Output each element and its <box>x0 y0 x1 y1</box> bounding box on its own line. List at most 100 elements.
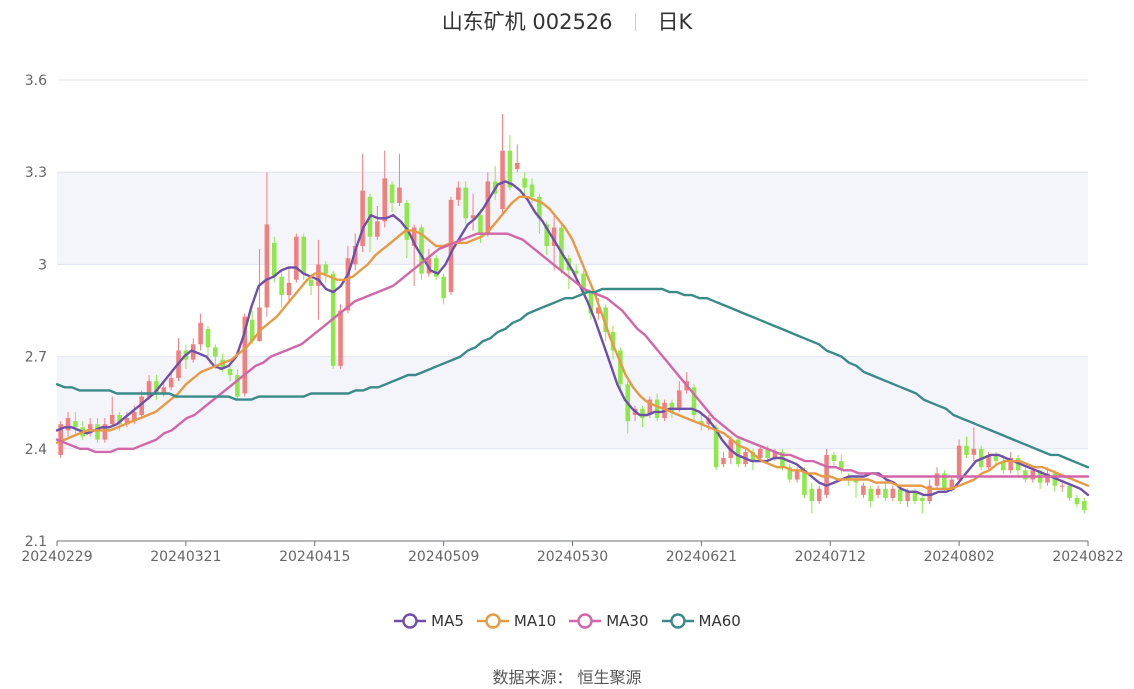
x-tick-label: 20240712 <box>795 549 866 565</box>
candle-body <box>1052 473 1058 486</box>
grid-band <box>57 172 1088 265</box>
candle-body <box>168 378 174 388</box>
data-source: 数据来源： 恒生聚源 <box>0 664 1134 688</box>
legend-item-ma30[interactable]: MA30 <box>568 612 649 630</box>
candle-body <box>868 488 874 502</box>
x-tick-label: 20240621 <box>666 549 737 565</box>
candle-body <box>964 445 969 455</box>
candle-body <box>301 236 306 274</box>
candle-body <box>294 236 299 280</box>
candle-body <box>389 184 395 203</box>
candle-body <box>573 270 579 274</box>
candle-body <box>500 150 505 210</box>
candle-body <box>831 454 837 462</box>
candle-body <box>102 424 108 440</box>
candle-body <box>345 258 351 311</box>
candle-body <box>271 242 277 277</box>
candle-body <box>691 387 697 415</box>
candle-body <box>934 473 940 486</box>
candle-body <box>456 187 461 200</box>
y-tick-label: 3 <box>38 257 47 273</box>
candle-body <box>132 411 137 422</box>
y-tick-label: 2.7 <box>25 350 47 366</box>
candle-body <box>419 227 424 274</box>
period-label: 日K <box>657 10 693 34</box>
legend-label: MA60 <box>698 612 741 630</box>
candle-body <box>352 245 358 265</box>
candle-body <box>139 396 144 415</box>
candle-body <box>58 424 63 455</box>
stock-name: 山东矿机 002526 <box>441 10 613 34</box>
candle-body <box>1082 501 1087 511</box>
candle-body <box>286 282 292 296</box>
candle-body <box>397 187 402 203</box>
x-tick-label: 20240229 <box>21 549 92 565</box>
title-separator <box>634 13 636 31</box>
candle-body <box>669 402 675 412</box>
candle-body <box>890 488 896 498</box>
x-tick-label: 20240321 <box>150 549 221 565</box>
candle-body <box>721 458 726 465</box>
y-tick-label: 2.1 <box>25 534 47 550</box>
candle-body <box>235 375 240 397</box>
legend-marker-icon <box>394 613 427 629</box>
candle-body <box>109 414 115 425</box>
candle-body <box>146 381 152 397</box>
legend-item-ma5[interactable]: MA5 <box>393 612 464 630</box>
candle-body <box>942 473 947 489</box>
candle-body <box>124 418 130 425</box>
candle-body <box>1074 497 1080 505</box>
candle-body <box>765 448 770 459</box>
candle-body <box>338 310 343 366</box>
candle-body <box>117 414 122 425</box>
candle-body <box>1067 485 1072 498</box>
candle-body <box>264 224 270 308</box>
legend-marker-icon <box>476 613 509 629</box>
source-label: 数据来源： <box>492 668 573 687</box>
candle-body <box>65 418 71 431</box>
candle-body <box>1059 485 1065 487</box>
candle-body <box>588 292 594 314</box>
candle-body <box>676 390 682 409</box>
candle-body <box>875 488 881 495</box>
legend-marker-icon <box>661 613 694 629</box>
candle-body <box>522 178 527 188</box>
candle-body <box>758 448 763 459</box>
candle-body <box>816 488 822 502</box>
candle-body <box>411 227 417 246</box>
candle-body <box>713 427 719 468</box>
x-tick-label: 20240530 <box>537 549 608 565</box>
legend-item-ma10[interactable]: MA10 <box>476 612 556 630</box>
candle-body <box>993 454 999 462</box>
legend: MA5 MA10 MA30 MA60 <box>0 612 1134 630</box>
candle-body <box>470 215 476 219</box>
candle-body <box>485 181 491 234</box>
candle-body <box>861 485 866 495</box>
candle-body <box>640 408 645 419</box>
candle-body <box>949 479 955 489</box>
x-tick-label: 20240822 <box>1052 549 1123 565</box>
candle-body <box>735 439 741 465</box>
legend-label: MA30 <box>606 612 649 630</box>
candle-body <box>699 421 704 425</box>
candle-body <box>73 421 78 428</box>
candle-body <box>227 368 233 376</box>
candle-body <box>507 150 513 188</box>
candle-body <box>154 381 159 394</box>
candle-body <box>1045 473 1050 483</box>
candle-body <box>846 476 851 480</box>
candle-body <box>772 451 778 459</box>
candle-body <box>647 399 653 415</box>
x-tick-label: 20240509 <box>408 549 479 565</box>
line-ma30 <box>55 232 1090 478</box>
legend-item-ma60[interactable]: MA60 <box>661 612 741 630</box>
candle-body <box>912 491 918 502</box>
candle-body <box>559 227 564 271</box>
candle-body <box>382 178 387 222</box>
candle-body <box>544 224 550 246</box>
candle-body <box>883 488 888 498</box>
candle-body <box>603 307 608 333</box>
candle-body <box>1001 461 1006 471</box>
candle-body <box>161 387 167 394</box>
candle-body <box>595 307 601 314</box>
